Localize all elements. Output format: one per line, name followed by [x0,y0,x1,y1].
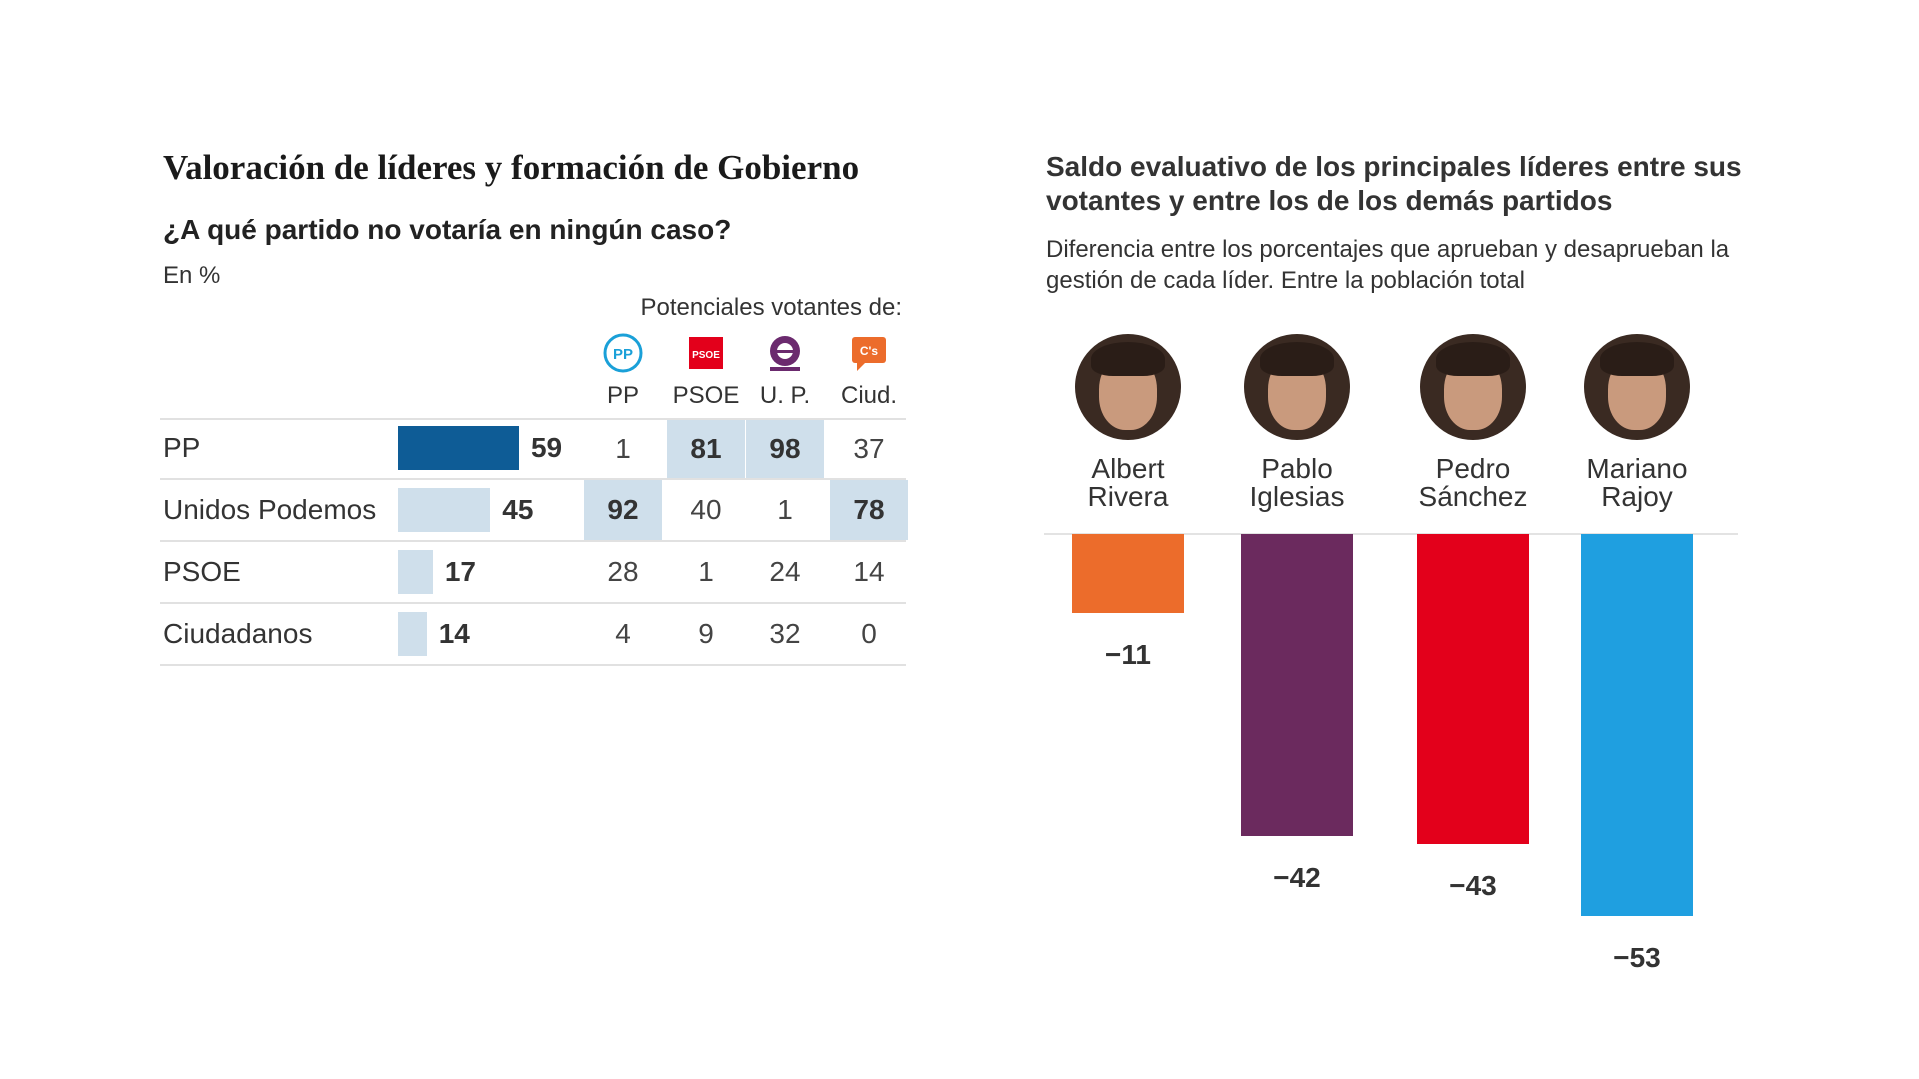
svg-text:PP: PP [613,346,633,363]
leader-photo-avatar [1420,334,1526,440]
table-cell-value: 9 [698,618,714,649]
podemos-logo-icon [765,333,805,373]
column-label-3: Ciud. [840,382,898,409]
table-cell: 28 [584,542,662,602]
table-cell-value: 37 [853,433,885,464]
row-divider [160,418,906,420]
leader-name-line: Pablo [1261,453,1333,484]
leader-name-line: Rivera [1087,481,1169,512]
table-cell: 24 [746,542,824,602]
leader-name-line: Pedro [1435,453,1511,484]
table-cell: 4 [584,604,662,664]
table-cell-value: 24 [769,556,801,587]
hair-shape [1600,342,1674,376]
table-cell: 14 [830,542,908,602]
leader-name-line: Albert [1091,453,1165,484]
total-value-label: 14 [438,618,470,649]
zero-axis-line [1044,533,1738,535]
total-bar [398,550,433,594]
bar-value-label: −53 [1613,941,1661,973]
right-chart-subtitle: Diferencia entre los porcentajes que apr… [1046,236,1730,294]
leader-balance-bar [1072,534,1184,614]
leader-balance-bar [1417,534,1529,844]
svg-text:C's: C's [860,344,879,358]
row-label-ciudadanos: Ciudadanos [163,618,313,649]
leader-name-line: Mariano [1586,453,1688,484]
pp-logo-icon: PP [603,333,643,373]
svg-text:PSOE: PSOE [692,350,720,361]
right-chart-title: Saldo evaluativo de los principales líde… [1046,151,1742,216]
table-cell: 1 [667,542,745,602]
total-value-label: 59 [530,432,563,463]
row-label-unidos-podemos: Unidos Podemos [163,494,377,525]
table-cell-value: 98 [769,433,801,464]
left-chart-unit: En % [163,262,221,289]
table-cell: 98 [746,420,824,478]
table-cell-value: 4 [615,618,631,649]
leader-photo-avatar [1244,334,1350,440]
table-cell: 37 [830,420,908,478]
table-cell: 0 [830,604,908,664]
leader-photo-avatar [1075,334,1181,440]
table-cell-value: 1 [777,494,793,525]
hair-shape [1436,342,1510,376]
bar-value-label: −42 [1273,862,1321,894]
table-cell-value: 40 [690,494,722,525]
table-cell: 32 [746,604,824,664]
row-divider [160,664,906,666]
table-cell-value: 81 [690,433,722,464]
table-cell-value: 0 [861,618,877,649]
left-chart-subtitle: ¿A qué partido no votaría en ningún caso… [163,214,732,245]
total-value-label: 45 [502,494,534,525]
column-label-2: U. P. [759,382,811,409]
leader-balance-bar [1241,534,1353,837]
leader-name-label: Albert Rivera [1088,455,1169,511]
table-cell: 81 [667,420,745,478]
table-cell: 78 [830,480,908,540]
leader-name-line: Sánchez [1418,481,1528,512]
total-bar [398,612,427,656]
table-cell-value: 78 [853,494,885,525]
leader-name-label: Pablo Iglesias [1250,455,1345,511]
psoe-logo-icon: PSOE [686,333,726,373]
table-cell-value: 92 [607,494,639,525]
table-cell-value: 14 [853,556,885,587]
column-label-0: PP [606,382,640,409]
table-cell-value: 1 [615,433,631,464]
bar-value-label: −11 [1105,639,1151,671]
hair-shape [1260,342,1334,376]
leader-name-label: Mariano Rajoy [1586,455,1687,511]
leader-name-line: Rajoy [1601,481,1673,512]
total-value-label: 17 [444,556,476,587]
bar-value-label: −43 [1449,869,1497,901]
table-cell: 40 [667,480,745,540]
table-cell-value: 32 [769,618,801,649]
row-divider [160,478,906,480]
row-label-pp: PP [163,432,201,463]
row-label-psoe: PSOE [163,556,241,587]
table-cell: 1 [584,420,662,478]
ciudadanos-logo-icon: C's [849,333,889,373]
row-divider [160,602,906,604]
table-cell: 92 [584,480,662,540]
leader-balance-bar [1581,534,1693,916]
total-bar [398,426,519,470]
left-chart-title: Valoración de líderes y formación de Gob… [163,148,860,187]
row-divider [160,540,906,542]
total-bar [398,488,491,532]
hair-shape [1091,342,1165,376]
leader-name-label: Pedro Sánchez [1419,455,1528,511]
voters-column-header: Potenciales votantes de: [640,294,902,321]
leader-photo-avatar [1584,334,1690,440]
table-cell-value: 1 [698,556,714,587]
column-label-1: PSOE [672,382,740,409]
table-cell: 1 [746,480,824,540]
table-cell-value: 28 [607,556,639,587]
table-cell: 9 [667,604,745,664]
leader-name-line: Iglesias [1249,481,1345,512]
